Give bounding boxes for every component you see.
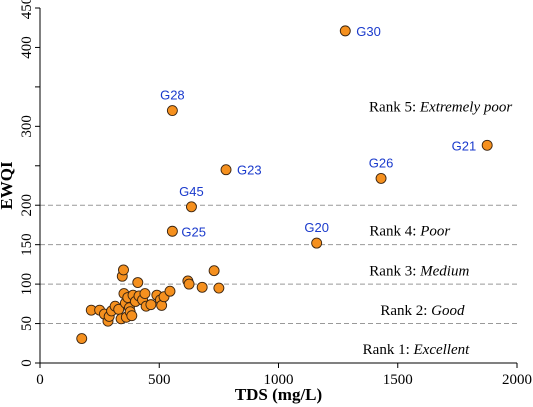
rank-labels: Rank 1: Excellent Rank 2: Good Rank 3: Med… (363, 100, 513, 358)
rank-label-name: Excellent (413, 342, 471, 358)
y-tick-label: 100 (19, 273, 35, 296)
data-point (132, 277, 144, 288)
x-tick-label: 500 (148, 372, 171, 388)
data-point (185, 201, 197, 213)
point-label: G26 (369, 155, 394, 170)
y-axis-title: EWQI (0, 161, 16, 210)
y-tick-label: 300 (19, 115, 35, 138)
y-tick-label: 0 (19, 359, 35, 367)
rank-label-name: Good (431, 303, 465, 319)
data-point (145, 299, 157, 311)
data-point (126, 310, 138, 322)
point-label: G20 (304, 220, 329, 235)
x-axis-title: TDS (mg/L) (235, 385, 322, 404)
data-point (375, 172, 387, 184)
data-point (339, 25, 351, 37)
data-point (166, 105, 178, 117)
y-tick-label: 200 (19, 194, 35, 217)
x-tick-label: 2000 (502, 372, 532, 388)
point-labels: G30 G21 G26 G23 G28 G45 G25 G20 (160, 24, 476, 239)
x-tick-label: 1500 (383, 372, 413, 388)
rank-label-name: Poor (419, 223, 450, 239)
point-label: G45 (179, 184, 204, 199)
data-points (76, 25, 493, 344)
y-tick-label: 400 (19, 36, 35, 59)
point-label: G23 (237, 163, 262, 178)
data-point (196, 281, 208, 293)
rank-label-prefix: Rank 3: (369, 264, 420, 280)
x-tick-label: 1000 (264, 372, 294, 388)
point-label: G30 (356, 24, 381, 39)
data-point (213, 282, 225, 294)
point-label: G28 (160, 88, 185, 103)
y-tick-label: 50 (19, 316, 35, 331)
data-point (139, 288, 151, 300)
rank-label: Rank 5: Extremely poor (369, 100, 512, 116)
rank-label-prefix: Rank 2: (380, 303, 431, 319)
data-point (166, 225, 178, 237)
data-point (481, 139, 493, 151)
rank-label: Rank 1: Excellent (363, 342, 470, 358)
data-point (208, 265, 220, 277)
data-point (311, 237, 323, 249)
data-point (76, 333, 88, 344)
x-tick-label: 0 (36, 372, 44, 388)
rank-label: Rank 3: Medium (369, 264, 469, 280)
point-label: G21 (452, 138, 477, 153)
rank-label: Rank 4: Poor (369, 223, 450, 239)
data-point (220, 164, 232, 176)
rank-label-prefix: Rank 1: (363, 342, 414, 358)
y-tick-label: 450 (19, 0, 35, 19)
rank-label-prefix: Rank 4: (369, 223, 420, 239)
y-tick-label: 150 (19, 233, 35, 256)
rank-label-name: Extremely poor (419, 100, 512, 116)
rank-label: Rank 2: Good (380, 303, 465, 319)
point-label: G25 (181, 224, 206, 239)
rank-label-prefix: Rank 5: (369, 100, 420, 116)
data-point (118, 264, 129, 276)
data-point (164, 285, 176, 297)
axis-ticks: 0 500 1000 1500 2000 0 50 100 150 200 300 400 450 (19, 0, 532, 388)
rank-label-name: Medium (419, 264, 469, 280)
data-point (183, 278, 195, 290)
